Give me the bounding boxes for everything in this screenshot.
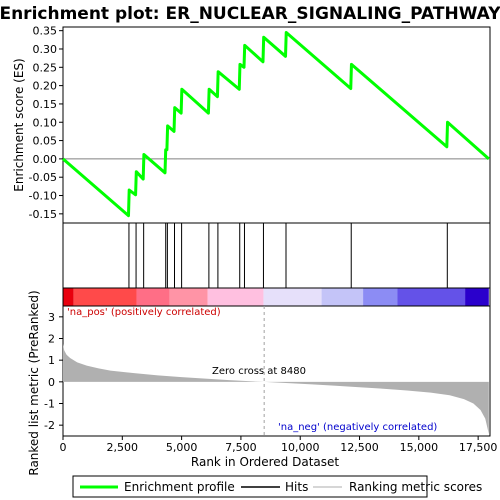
x-tick-label: 15,000 — [400, 441, 439, 454]
metric-y-tick-label: 0 — [48, 376, 55, 389]
es-y-axis: -0.15 -0.10 -0.05 0.00 0.05 0.10 0.15 0.20 0.25 0… — [29, 25, 63, 221]
zero-cross-label: Zero cross at 8480 — [212, 366, 306, 377]
es-y-tick-label: -0.10 — [29, 190, 57, 203]
metric-y-axis: -2 -1 0 1 2 3 — [44, 311, 63, 432]
x-tick-label: 0 — [60, 441, 67, 454]
colorbar — [63, 288, 489, 306]
es-y-tick-label: 0.00 — [33, 153, 58, 166]
colorbar-segment — [136, 288, 170, 306]
colorbar-segment — [397, 288, 466, 306]
x-tick-label: 2,500 — [107, 441, 139, 454]
metric-y-tick-label: 1 — [48, 354, 55, 367]
colorbar-segment — [321, 288, 364, 306]
x-axis-label: Rank in Ordered Dataset — [191, 455, 339, 469]
legend-label-profile: Enrichment profile — [124, 480, 235, 494]
metric-score-area — [63, 343, 489, 434]
enrichment-profile-line — [62, 30, 490, 218]
metric-y-tick-label: 2 — [48, 333, 55, 346]
x-tick-label: 5,000 — [166, 441, 198, 454]
legend-label-metric: Ranking metric scores — [349, 480, 482, 494]
colorbar-segment — [169, 288, 208, 306]
es-y-tick-label: 0.35 — [33, 25, 58, 38]
es-y-tick-label: 0.30 — [33, 43, 58, 56]
y-axis-label-es: Enrichment score (ES) — [12, 58, 26, 191]
neg-label: 'na_neg' (negatively correlated) — [278, 422, 437, 433]
metric-y-tick-label: -1 — [44, 398, 55, 411]
es-y-tick-label: 0.15 — [33, 98, 58, 111]
es-y-tick-label: 0.05 — [33, 135, 58, 148]
x-tick-label: 17,500 — [459, 441, 498, 454]
x-tick-label: 12,500 — [340, 441, 379, 454]
legend: Enrichment profile Hits Ranking metric s… — [72, 475, 482, 498]
es-y-tick-label: 0.25 — [33, 61, 58, 74]
metric-area — [63, 343, 489, 434]
hit-lines — [128, 223, 448, 288]
metric-y-tick-label: 3 — [48, 311, 55, 324]
es-y-tick-label: 0.20 — [33, 80, 58, 93]
colorbar-segment — [63, 288, 74, 306]
colorbar-segment — [207, 288, 264, 306]
x-tick-label: 7,500 — [225, 441, 257, 454]
es-panel — [62, 26, 491, 224]
es-y-tick-label: 0.10 — [33, 116, 58, 129]
pos-label: 'na_pos' (positively correlated) — [67, 307, 221, 318]
hits-panel — [62, 222, 491, 289]
x-tick-label: 10,000 — [281, 441, 320, 454]
colorbar-segment — [263, 288, 322, 306]
legend-label-hits: Hits — [285, 480, 308, 494]
es-y-tick-label: -0.05 — [29, 171, 57, 184]
colorbar-segment — [465, 288, 489, 306]
metric-y-tick-label: -2 — [44, 419, 55, 432]
x-axis: 0 2,500 5,000 7,500 10,000 12,500 15,000 17,500 — [60, 436, 498, 454]
chart-title: Enrichment plot: ER_NUCLEAR_SIGNALING_PA… — [0, 4, 500, 24]
colorbar-segment — [363, 288, 398, 306]
es-y-tick-label: -0.15 — [29, 208, 57, 221]
colorbar-segment — [73, 288, 137, 306]
y-axis-label-metric: Ranked list metric (PreRanked) — [27, 290, 41, 475]
